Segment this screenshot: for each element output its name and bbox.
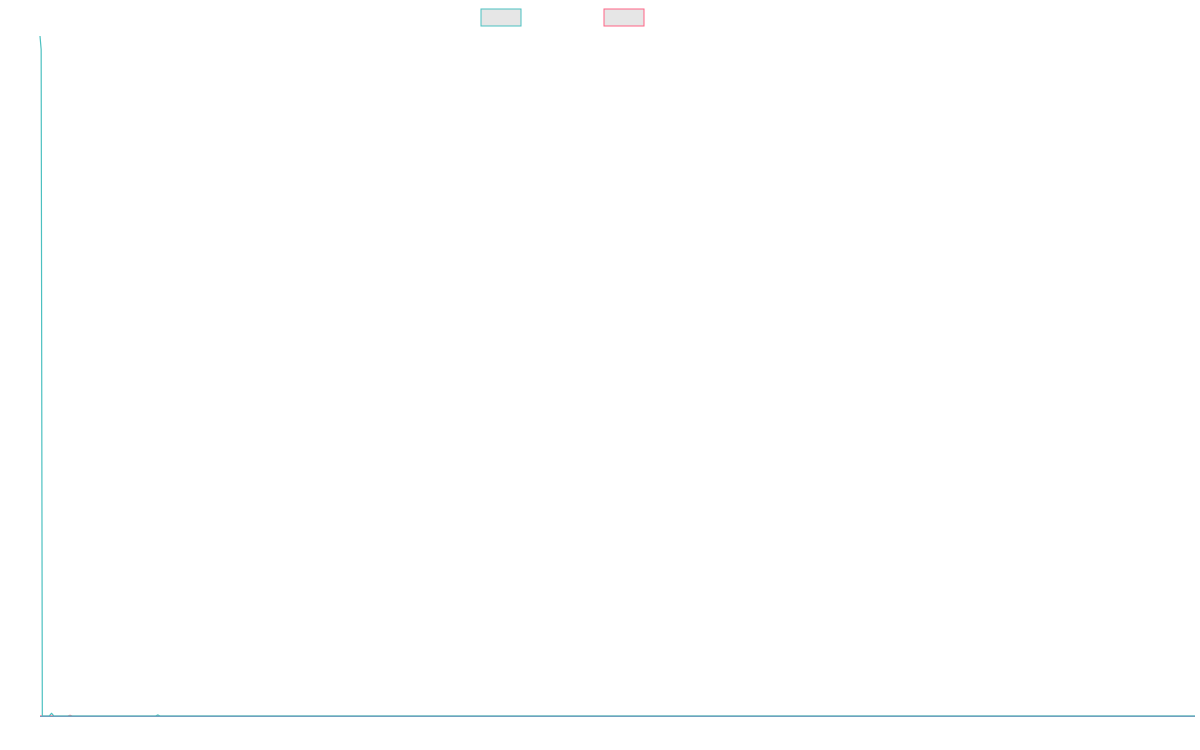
series-line-1 bbox=[39, 35, 1195, 717]
legend-swatch-series-2[interactable] bbox=[603, 8, 645, 27]
legend bbox=[480, 8, 645, 27]
legend-swatch-series-1[interactable] bbox=[480, 8, 522, 27]
plot-area bbox=[39, 35, 1195, 717]
